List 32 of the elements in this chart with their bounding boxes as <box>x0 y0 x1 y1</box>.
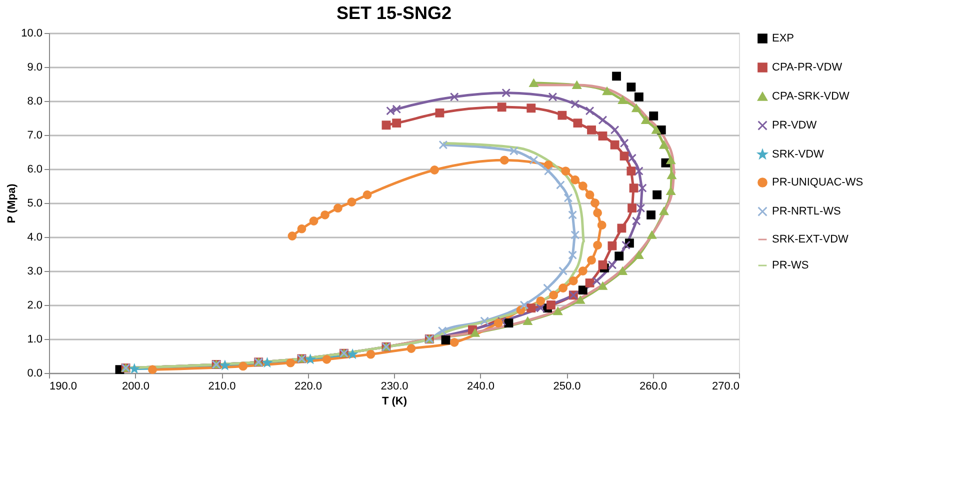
x-axis-title: T (K) <box>382 396 408 408</box>
chart-title: SET 15-SNG2 <box>336 3 452 23</box>
y-tick-label: 7.0 <box>27 130 42 142</box>
y-tick-label: 8.0 <box>27 96 42 108</box>
x-tick-label: 250.0 <box>553 380 581 392</box>
legend-label: EXP <box>772 32 794 44</box>
legend-label: PR-VDW <box>772 120 818 132</box>
legend-label: SRK-EXT-VDW <box>772 234 850 246</box>
legend-label: PR-WS <box>772 260 809 272</box>
x-tick-label: 190.0 <box>50 380 78 392</box>
y-tick-label: 0.0 <box>27 368 42 380</box>
y-tick-label: 3.0 <box>27 266 42 278</box>
x-tick-label: 200.0 <box>122 380 150 392</box>
legend-label: PR-NRTL-WS <box>772 206 841 218</box>
legend-label: PR-UNIQUAC-WS <box>772 176 864 188</box>
x-tick-label: 210.0 <box>208 380 236 392</box>
y-tick-label: 9.0 <box>27 62 42 74</box>
y-tick-label: 5.0 <box>27 198 42 210</box>
y-tick-label: 6.0 <box>27 164 42 176</box>
x-tick-label: 270.0 <box>712 380 740 392</box>
legend-label: CPA-PR-VDW <box>772 62 843 74</box>
x-tick-label: 220.0 <box>294 380 322 392</box>
y-tick-label: 10.0 <box>21 28 42 40</box>
x-tick-label: 240.0 <box>466 380 495 392</box>
legend-label: CPA-SRK-VDW <box>772 90 850 102</box>
legend-label: SRK-VDW <box>772 148 825 160</box>
y-tick-label: 4.0 <box>27 232 42 244</box>
y-tick-label: 2.0 <box>27 300 42 312</box>
y-axis-title: P (Mpa) <box>6 183 18 224</box>
y-tick-label: 1.0 <box>27 334 42 346</box>
x-tick-label: 260.0 <box>639 380 668 392</box>
x-tick-label: 230.0 <box>380 380 408 392</box>
